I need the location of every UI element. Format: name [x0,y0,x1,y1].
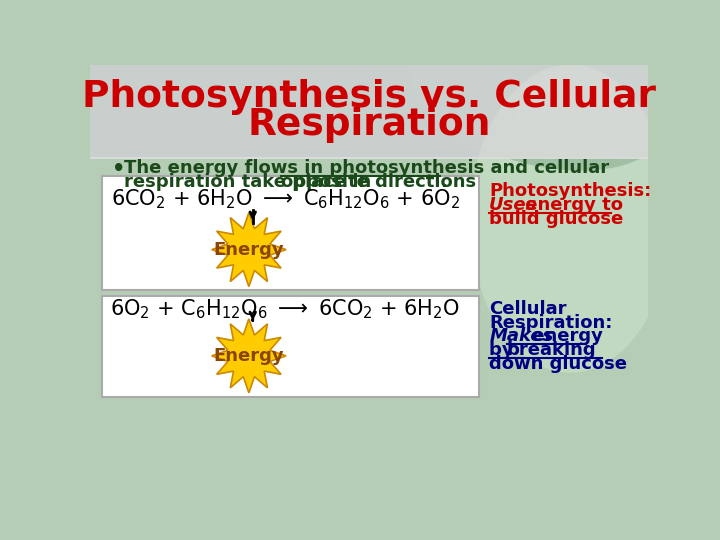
Text: .: . [441,173,447,191]
Text: Cellular: Cellular [489,300,567,318]
Text: 6CO$_2$ + 6H$_2$O $\longrightarrow$ C$_6$H$_{12}$O$_6$ + 6O$_2$: 6CO$_2$ + 6H$_2$O $\longrightarrow$ C$_6… [111,188,460,211]
Ellipse shape [411,21,668,171]
Text: down glucose: down glucose [489,355,627,373]
FancyBboxPatch shape [90,157,648,481]
Text: by: by [489,341,520,359]
Text: Makes: Makes [489,327,554,346]
Text: Energy: Energy [214,347,284,365]
Text: 6O$_2$ + C$_6$H$_{12}$O$_6$ $\longrightarrow$ 6CO$_2$ + 6H$_2$O: 6O$_2$ + C$_6$H$_{12}$O$_6$ $\longrighta… [110,298,460,321]
Text: respiration take place in: respiration take place in [124,173,377,191]
Text: build glucose: build glucose [489,210,624,227]
FancyBboxPatch shape [102,296,479,397]
Text: breaking: breaking [507,341,597,359]
Text: The energy flows in photosynthesis and cellular: The energy flows in photosynthesis and c… [124,159,609,177]
FancyBboxPatch shape [90,65,648,159]
Text: Respiration:: Respiration: [489,314,613,332]
Text: energy: energy [526,327,603,346]
Text: Photosynthesis:: Photosynthesis: [489,182,652,200]
Text: Energy: Energy [214,241,284,259]
Text: Respiration: Respiration [247,107,491,143]
Text: Photosynthesis vs. Cellular: Photosynthesis vs. Cellular [82,79,656,115]
FancyBboxPatch shape [102,176,479,289]
Text: Uses: Uses [489,195,538,214]
Polygon shape [212,213,286,287]
Text: energy to: energy to [519,195,624,214]
FancyBboxPatch shape [90,65,648,157]
Ellipse shape [516,60,687,161]
Ellipse shape [469,65,671,373]
Text: opposite directions: opposite directions [281,173,476,191]
Text: •: • [112,159,125,179]
Polygon shape [212,319,286,393]
